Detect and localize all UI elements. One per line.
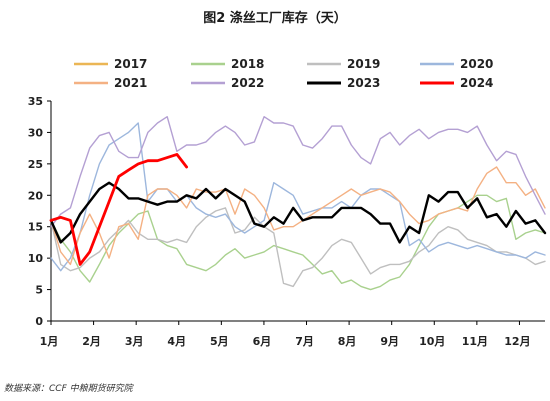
- series-line-2023: [49, 181, 547, 244]
- axes: 0 5 10 15 20 25 30 35 1月 2月 3月 4月 5月 6月 7月 8月 9月 10月 11月 12…: [28, 95, 545, 348]
- legend: 2017 2018 2019 2020 2021 2022 2023 2024: [74, 57, 493, 90]
- series-line-2018: [50, 194, 546, 291]
- legend-label-2023: 2023: [347, 76, 380, 90]
- series-line-2021: [50, 166, 546, 266]
- legend-label-2019: 2019: [347, 57, 380, 71]
- chart-title: 图2 涤丝工厂库存（天）: [203, 10, 347, 26]
- y-tick-label: 25: [28, 158, 43, 171]
- x-tick-label: 8月: [338, 335, 357, 348]
- legend-label-2017: 2017: [114, 57, 147, 71]
- series-line-2024: [49, 152, 189, 266]
- y-tick-label: 30: [28, 126, 44, 139]
- legend-label-2018: 2018: [231, 57, 264, 71]
- legend-label-2024: 2024: [460, 76, 493, 90]
- legend-label-2020: 2020: [460, 57, 493, 71]
- plot-area: [49, 115, 547, 291]
- x-tick-label: 11月: [462, 335, 488, 348]
- y-tick-label: 15: [28, 221, 43, 234]
- y-tick-label: 35: [28, 95, 43, 108]
- source-note: 数据来源：CCF 中粮期货研究院: [4, 383, 135, 394]
- x-tick-label: 7月: [295, 335, 314, 348]
- series-line-2019: [50, 207, 546, 288]
- x-tick-label: 6月: [253, 335, 272, 348]
- y-tick-label: 0: [35, 315, 43, 328]
- x-tick-label: 9月: [380, 335, 399, 348]
- x-tick-label: 1月: [40, 335, 59, 348]
- series-line-2022: [50, 115, 546, 228]
- y-tick-label: 20: [28, 189, 44, 202]
- legend-label-2021: 2021: [114, 76, 147, 90]
- series-line-2020: [50, 122, 546, 272]
- x-tick-label: 2月: [82, 335, 101, 348]
- y-tick-label: 5: [35, 284, 43, 297]
- x-tick-label: 10月: [419, 335, 445, 348]
- x-tick-label: 12月: [504, 335, 530, 348]
- x-tick-label: 4月: [167, 335, 186, 348]
- y-tick-label: 10: [28, 252, 44, 265]
- x-tick-label: 5月: [210, 335, 229, 348]
- legend-label-2022: 2022: [231, 76, 264, 90]
- x-tick-label: 3月: [125, 335, 144, 348]
